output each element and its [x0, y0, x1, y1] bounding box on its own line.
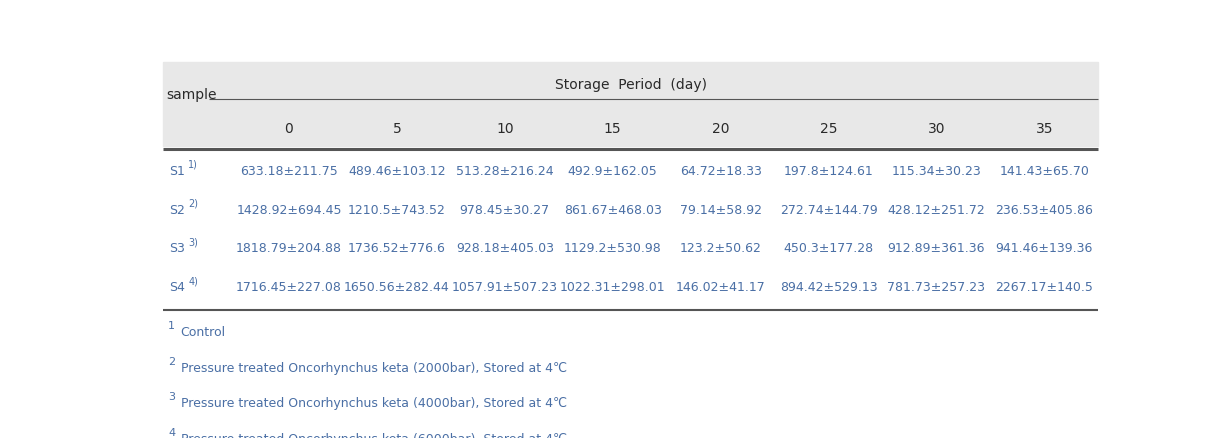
Text: 272.74±144.79: 272.74±144.79 — [779, 203, 878, 216]
Text: 10: 10 — [496, 122, 513, 136]
Text: 928.18±405.03: 928.18±405.03 — [455, 242, 554, 255]
Text: 3: 3 — [169, 392, 175, 402]
Text: 861.67±468.03: 861.67±468.03 — [564, 203, 661, 216]
Text: 1022.31±298.01: 1022.31±298.01 — [560, 281, 666, 293]
Text: 1736.52±776.6: 1736.52±776.6 — [348, 242, 446, 255]
Text: 2: 2 — [169, 356, 175, 366]
Text: 4): 4) — [188, 276, 198, 286]
Text: Pressure treated Oncorhynchus keta (6000bar), Stored at 4℃: Pressure treated Oncorhynchus keta (6000… — [181, 431, 566, 438]
Text: 25: 25 — [820, 122, 837, 136]
Text: 1428.92±694.45: 1428.92±694.45 — [236, 203, 342, 216]
Text: 492.9±162.05: 492.9±162.05 — [567, 164, 657, 177]
Text: 0: 0 — [284, 122, 293, 136]
Text: Pressure treated Oncorhynchus keta (2000bar), Stored at 4℃: Pressure treated Oncorhynchus keta (2000… — [181, 361, 566, 374]
Text: 115.34±30.23: 115.34±30.23 — [891, 164, 981, 177]
Text: 912.89±361.36: 912.89±361.36 — [888, 242, 985, 255]
Text: 79.14±58.92: 79.14±58.92 — [680, 203, 762, 216]
Text: 428.12±251.72: 428.12±251.72 — [888, 203, 985, 216]
Bar — [164, 63, 1098, 147]
Text: 1210.5±743.52: 1210.5±743.52 — [348, 203, 446, 216]
Text: 1716.45±227.08: 1716.45±227.08 — [236, 281, 342, 293]
Text: 35: 35 — [1035, 122, 1054, 136]
Text: sample: sample — [166, 88, 217, 102]
Text: 978.45±30.27: 978.45±30.27 — [459, 203, 550, 216]
Text: 1): 1) — [188, 159, 198, 169]
Text: 2267.17±140.5: 2267.17±140.5 — [996, 281, 1093, 293]
Text: Storage  Period  (day): Storage Period (day) — [555, 78, 707, 92]
Text: Pressure treated Oncorhynchus keta (4000bar), Stored at 4℃: Pressure treated Oncorhynchus keta (4000… — [181, 396, 566, 409]
Text: 1: 1 — [169, 321, 175, 331]
Text: 781.73±257.23: 781.73±257.23 — [888, 281, 986, 293]
Text: 2): 2) — [188, 198, 198, 208]
Text: 141.43±65.70: 141.43±65.70 — [1000, 164, 1089, 177]
Text: 1129.2±530.98: 1129.2±530.98 — [564, 242, 661, 255]
Text: 1057.91±507.23: 1057.91±507.23 — [452, 281, 558, 293]
Text: 513.28±216.24: 513.28±216.24 — [455, 164, 554, 177]
Text: 894.42±529.13: 894.42±529.13 — [779, 281, 878, 293]
Text: 64.72±18.33: 64.72±18.33 — [680, 164, 762, 177]
Text: 146.02±41.17: 146.02±41.17 — [676, 281, 766, 293]
Text: 30: 30 — [928, 122, 945, 136]
Text: 1650.56±282.44: 1650.56±282.44 — [343, 281, 449, 293]
Text: 633.18±211.75: 633.18±211.75 — [240, 164, 337, 177]
Text: 489.46±103.12: 489.46±103.12 — [348, 164, 446, 177]
Text: 941.46±139.36: 941.46±139.36 — [996, 242, 1093, 255]
Text: 1818.79±204.88: 1818.79±204.88 — [236, 242, 342, 255]
Text: S3: S3 — [169, 242, 185, 255]
Text: 450.3±177.28: 450.3±177.28 — [783, 242, 874, 255]
Text: S1: S1 — [169, 164, 185, 177]
Text: S2: S2 — [169, 203, 185, 216]
Text: 236.53±405.86: 236.53±405.86 — [996, 203, 1093, 216]
Text: Control: Control — [181, 325, 225, 338]
Text: 15: 15 — [604, 122, 622, 136]
Text: 123.2±50.62: 123.2±50.62 — [680, 242, 762, 255]
Text: 5: 5 — [393, 122, 401, 136]
Text: 197.8±124.61: 197.8±124.61 — [784, 164, 874, 177]
Text: 4: 4 — [169, 427, 175, 437]
Text: S4: S4 — [169, 281, 185, 293]
Text: 20: 20 — [712, 122, 730, 136]
Text: 3): 3) — [188, 237, 198, 247]
